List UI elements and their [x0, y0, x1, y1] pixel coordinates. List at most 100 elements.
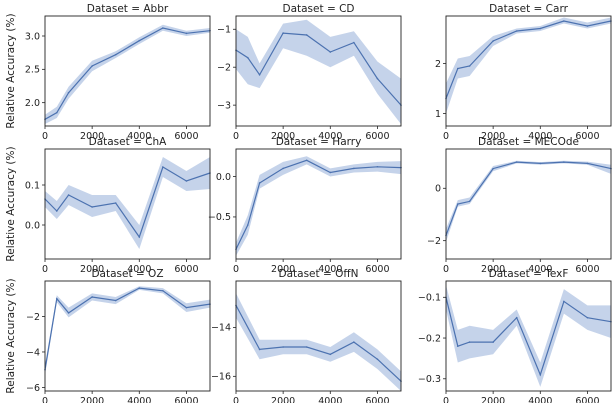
data-point [376, 358, 379, 361]
series-line [235, 159, 402, 250]
panel-title: Dataset = TexF [489, 268, 569, 280]
panel-2: 0 2000 4000 6000 −3 −2 −1 Dataset = CD [217, 3, 402, 142]
data-point [515, 161, 518, 163]
data-point [305, 159, 308, 162]
data-point [456, 67, 459, 70]
panel-title: Dataset = OZ [91, 268, 163, 280]
x-tick-label: 2000 [271, 264, 295, 275]
panel-title: Dataset = CD [282, 3, 354, 15]
series-line [44, 27, 211, 120]
axes-frame [44, 280, 211, 392]
data-point [258, 73, 261, 76]
x-tick-label: 6000 [365, 396, 389, 403]
data-point [185, 306, 188, 309]
y-tick-label: 0.1 [25, 180, 40, 191]
data-point [563, 20, 565, 22]
data-point [329, 353, 332, 356]
data-point [67, 91, 70, 94]
panel-title: Dataset = MECOde [478, 136, 579, 148]
y-tick-label: 0.0 [216, 172, 231, 183]
x-tick-label: 4000 [528, 131, 552, 142]
x-tick-label: 4000 [528, 396, 552, 403]
data-point [91, 206, 93, 208]
axes-frame [44, 148, 211, 260]
x-tick-label: 6000 [174, 396, 198, 403]
confidence-band [45, 157, 210, 249]
x-tick-label: 6000 [575, 264, 599, 275]
x-tick-label: 4000 [318, 396, 342, 403]
x-tick-label: 2000 [80, 131, 104, 142]
data-point [185, 32, 188, 35]
data-point [246, 224, 249, 226]
y-tick-label: −2 [427, 236, 441, 247]
x-tick-label: 2000 [80, 264, 104, 275]
data-point [329, 51, 332, 53]
y-tick-label: −0.5 [208, 212, 231, 223]
y-tick-label: −0.3 [418, 374, 441, 385]
axes-frame [445, 148, 612, 260]
y-tick-label: −2 [26, 312, 40, 323]
axes-frame [44, 15, 211, 127]
x-tick-label: 4000 [127, 131, 151, 142]
axes-frame [235, 15, 402, 127]
data-point [515, 316, 518, 319]
confidence-band [45, 24, 210, 125]
panel-6: 0 2000 4000 6000 −2 0 Dataset = MECOde [427, 136, 612, 275]
axes-frame [445, 280, 612, 392]
data-point [586, 316, 589, 319]
y-tick-label: −16 [211, 372, 231, 383]
data-point [282, 346, 284, 348]
x-tick-label: 6000 [365, 131, 389, 142]
data-point [246, 56, 249, 59]
x-tick-label: 0 [443, 131, 449, 142]
x-tick-label: 2000 [271, 131, 295, 142]
x-tick-label: 6000 [575, 131, 599, 142]
panel-4: 0 2000 4000 6000 0.0 0.1 Dataset = ChA Relative… [5, 136, 211, 275]
confidence-band [236, 19, 401, 125]
data-point [468, 341, 471, 343]
data-point [353, 341, 355, 343]
panel-title: Dataset = OffN [279, 268, 359, 280]
data-point [138, 39, 141, 42]
data-point [114, 299, 117, 302]
x-tick-label: 2000 [481, 264, 505, 275]
y-tick-label: 3.0 [25, 31, 40, 42]
data-point [91, 65, 93, 67]
data-point [586, 162, 589, 165]
data-point [138, 287, 141, 289]
x-tick-label: 0 [233, 396, 239, 403]
data-point [282, 32, 284, 34]
x-tick-label: 0 [443, 264, 449, 275]
x-tick-label: 2000 [80, 396, 104, 403]
data-point [563, 161, 565, 163]
confidence-band [446, 285, 611, 387]
y-tick-label: −4 [26, 347, 40, 358]
panel-title: Dataset = Carr [489, 3, 568, 15]
data-point [456, 345, 459, 347]
data-point [55, 297, 58, 300]
y-axis-label: Relative Accuracy (%) [5, 278, 17, 393]
data-point [67, 194, 70, 196]
y-tick-label: −0.1 [418, 293, 441, 304]
data-point [55, 111, 58, 114]
data-point [138, 236, 141, 238]
confidence-band [236, 293, 401, 391]
y-tick-label: −1 [217, 25, 231, 36]
y-tick-label: −3 [217, 100, 231, 111]
y-tick-label: 0.0 [25, 220, 40, 231]
data-point [162, 289, 164, 292]
data-point [305, 346, 308, 348]
x-tick-label: 4000 [127, 396, 151, 403]
data-point [162, 166, 164, 168]
y-axis-label: Relative Accuracy (%) [5, 13, 17, 128]
data-point [376, 77, 379, 80]
data-point [162, 27, 164, 29]
data-point [353, 41, 355, 44]
confidence-band [446, 17, 611, 114]
y-tick-label: −2 [217, 63, 231, 74]
confidence-band [236, 156, 401, 256]
data-point [492, 341, 494, 343]
confidence-band [446, 160, 611, 242]
x-tick-label: 6000 [174, 131, 198, 142]
